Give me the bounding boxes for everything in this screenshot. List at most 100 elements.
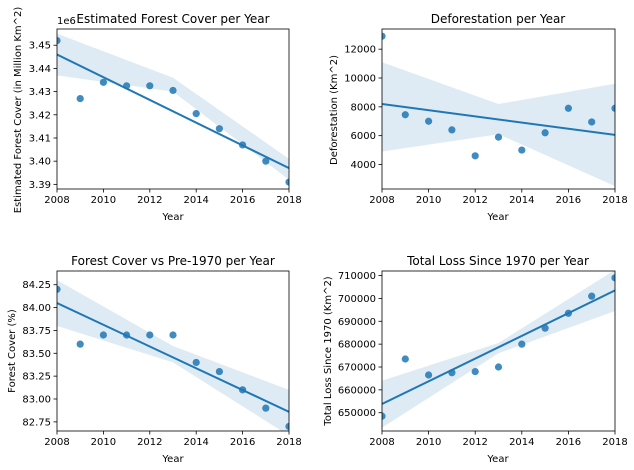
data-point [494, 133, 503, 141]
x-tick-label: 2008 [44, 437, 69, 448]
x-tick-label: 2014 [183, 195, 208, 206]
data-point [146, 82, 154, 90]
data-point [564, 104, 573, 112]
regression-line [57, 302, 289, 413]
y-axis-label: Total Loss Since 1970 (Km^2) [323, 276, 334, 427]
y-tick-label: 83.00 [22, 395, 51, 406]
data-point [262, 404, 270, 412]
data-point [239, 141, 247, 149]
data-point [382, 412, 386, 420]
panel-estimated-forest-cover: Estimated Forest Cover per Year 1e6 Year… [13, 7, 302, 223]
confidence-band [57, 280, 289, 431]
x-axis-label: Year [486, 454, 509, 465]
y-tick-label: 6000 [351, 131, 376, 142]
x-tick-label: 2018 [276, 437, 301, 448]
y-tick-label: 690000 [338, 317, 376, 328]
chart-title: Estimated Forest Cover per Year [76, 12, 269, 26]
panel-total-loss: Total Loss Since 1970 per Year Year Tota… [323, 254, 628, 465]
y-tick-label: 710000 [338, 271, 376, 282]
y-tick-label: 10000 [344, 74, 376, 85]
data-point [541, 324, 549, 332]
chart-title: Total Loss Since 1970 per Year [406, 254, 589, 268]
data-point [471, 152, 479, 160]
x-tick-label: 2010 [416, 195, 441, 206]
x-tick-label: 2010 [91, 437, 116, 448]
y-tick-label: 12000 [344, 45, 376, 56]
x-tick-label: 2010 [416, 437, 441, 448]
data-point [57, 36, 61, 45]
confidence-band [382, 271, 615, 428]
y-tick-label: 3.41 [29, 133, 51, 144]
x-tick-label: 2012 [137, 437, 162, 448]
data-point [76, 340, 84, 348]
y-axis-label: Estimated Forest Cover (in Million Km^2) [13, 7, 24, 214]
y-tick-label: 3.44 [29, 64, 51, 75]
x-tick-label: 2008 [44, 195, 69, 206]
data-point [611, 274, 615, 282]
x-tick-label: 2018 [602, 195, 627, 206]
y-tick-label: 3.43 [29, 87, 51, 98]
x-tick-label: 2010 [91, 195, 116, 206]
x-tick-label: 2014 [183, 437, 208, 448]
data-point [76, 94, 84, 103]
x-tick-label: 2014 [509, 437, 534, 448]
y-tick-label: 3.40 [29, 157, 51, 168]
data-point [425, 371, 433, 379]
data-point [401, 355, 409, 363]
data-point [123, 82, 131, 90]
y-tick-label: 700000 [338, 294, 376, 305]
y-tick-label: 84.25 [22, 280, 51, 291]
data-point [215, 125, 223, 133]
regression-line [57, 53, 289, 170]
x-tick-label: 2016 [556, 195, 581, 206]
data-point [425, 117, 433, 125]
data-point [262, 157, 270, 165]
data-point [169, 331, 177, 339]
data-point [611, 104, 615, 112]
data-point [588, 292, 596, 300]
data-point [99, 331, 107, 339]
axes-frame [381, 28, 616, 190]
x-tick-label: 2016 [556, 437, 581, 448]
data-point [401, 111, 409, 119]
y-tick-label: 84.00 [22, 303, 51, 314]
y-tick-label: 83.75 [22, 326, 51, 337]
data-point [518, 146, 526, 154]
data-point [215, 367, 223, 376]
data-point [192, 110, 200, 118]
x-tick-label: 2016 [230, 195, 255, 206]
data-point [169, 86, 177, 95]
confidence-band [57, 33, 289, 180]
y-tick-label: 650000 [338, 408, 376, 419]
data-point [285, 422, 289, 431]
x-tick-label: 2012 [462, 437, 487, 448]
chart-title: Forest Cover vs Pre-1970 per Year [71, 254, 275, 268]
axes-frame [56, 28, 290, 190]
data-point [588, 118, 596, 126]
data-point [192, 358, 200, 367]
data-point [99, 78, 107, 86]
y-tick-label: 8000 [351, 102, 376, 113]
y-tick-label: 3.39 [29, 180, 51, 191]
regression-line [382, 102, 615, 136]
y-tick-label: 83.25 [22, 372, 51, 383]
data-point [541, 129, 549, 137]
y-tick-label: 3.42 [29, 110, 51, 121]
y-tick-label: 4000 [351, 160, 376, 171]
x-tick-label: 2016 [230, 437, 255, 448]
x-tick-label: 2012 [137, 195, 162, 206]
chart-title: Deforestation per Year [431, 12, 566, 26]
data-point [382, 32, 386, 40]
y-axis-label: Deforestation (Km^2) [329, 55, 340, 165]
data-point [518, 340, 526, 348]
data-point [471, 367, 479, 376]
x-tick-label: 2008 [369, 437, 394, 448]
x-tick-label: 2018 [276, 195, 301, 206]
data-point [146, 331, 154, 339]
data-point [239, 386, 247, 394]
y-tick-label: 3.45 [29, 41, 51, 52]
y-tick-label: 680000 [338, 340, 376, 351]
x-tick-label: 2008 [369, 195, 394, 206]
panel-deforestation: Deforestation per Year Year Deforestatio… [329, 12, 628, 223]
